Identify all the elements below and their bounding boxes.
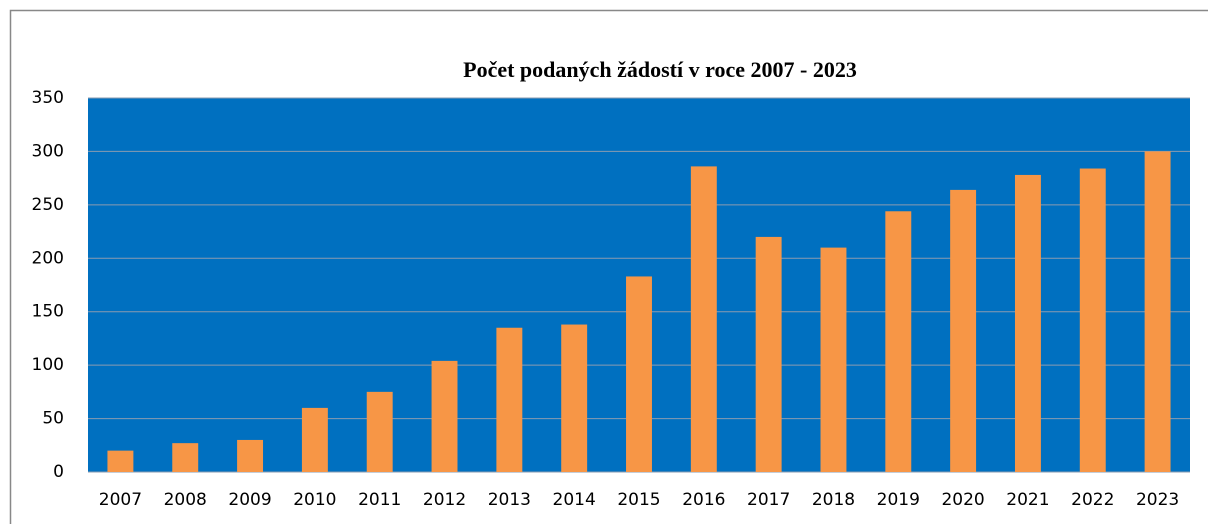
y-tick-label: 250 bbox=[32, 195, 64, 215]
bar bbox=[237, 440, 263, 472]
bar bbox=[950, 190, 976, 472]
x-tick-label: 2014 bbox=[553, 490, 596, 510]
bar bbox=[107, 451, 133, 472]
x-tick-label: 2009 bbox=[228, 490, 271, 510]
y-tick-label: 200 bbox=[32, 248, 64, 268]
bar bbox=[691, 166, 717, 472]
x-tick-label: 2011 bbox=[358, 490, 401, 510]
bar bbox=[1080, 169, 1106, 472]
bar bbox=[821, 248, 847, 472]
x-tick-label: 2013 bbox=[488, 490, 531, 510]
x-tick-label: 2019 bbox=[877, 490, 920, 510]
chart-title: Počet podaných žádostí v roce 2007 - 202… bbox=[463, 57, 857, 82]
y-tick-label: 100 bbox=[32, 355, 64, 375]
y-tick-label: 0 bbox=[53, 462, 64, 482]
bar bbox=[432, 361, 458, 472]
bar bbox=[561, 325, 587, 472]
bar bbox=[1145, 151, 1171, 472]
bar bbox=[626, 276, 652, 472]
y-tick-label: 300 bbox=[32, 141, 64, 161]
x-tick-label: 2007 bbox=[99, 490, 142, 510]
bar bbox=[172, 443, 198, 472]
x-tick-label: 2012 bbox=[423, 490, 466, 510]
bar bbox=[302, 408, 328, 472]
y-tick-label: 150 bbox=[32, 302, 64, 322]
x-tick-label: 2010 bbox=[293, 490, 336, 510]
x-tick-label: 2015 bbox=[617, 490, 660, 510]
bar bbox=[367, 392, 393, 472]
x-tick-label: 2022 bbox=[1071, 490, 1114, 510]
bar bbox=[1015, 175, 1041, 472]
bar bbox=[756, 237, 782, 472]
bar bbox=[496, 328, 522, 472]
bar bbox=[885, 211, 911, 472]
x-tick-label: 2020 bbox=[941, 490, 984, 510]
x-tick-label: 2023 bbox=[1136, 490, 1179, 510]
y-tick-label: 50 bbox=[42, 409, 64, 429]
x-tick-label: 2008 bbox=[164, 490, 207, 510]
y-tick-label: 350 bbox=[32, 88, 64, 108]
x-tick-label: 2017 bbox=[747, 490, 790, 510]
x-tick-label: 2021 bbox=[1006, 490, 1049, 510]
x-tick-label: 2016 bbox=[682, 490, 725, 510]
x-tick-label: 2018 bbox=[812, 490, 855, 510]
